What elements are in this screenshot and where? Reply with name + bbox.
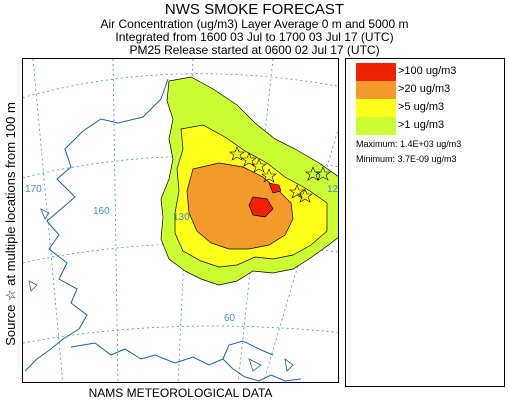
legend-label-1: >1 ug/m3: [398, 119, 445, 131]
legend-swatch-100: [356, 63, 396, 81]
meteorological-data-label: NAMS METEOROLOGICAL DATA: [88, 386, 273, 400]
legend-item-20: >20 ug/m3: [356, 81, 496, 99]
alaska-coastline: [24, 78, 302, 382]
lon-label-130: 130: [173, 212, 190, 223]
legend-label-5: >5 ug/m3: [398, 101, 445, 113]
plume-gt100: [248, 196, 274, 218]
legend-label-100: >100 ug/m3: [398, 65, 457, 77]
page-title: NWS SMOKE FORECAST: [164, 1, 345, 18]
lon-label-170: 170: [25, 184, 42, 195]
legend-minimum: Minimum: 3.7E-09 ug/m3: [356, 154, 457, 164]
legend: >100 ug/m3 >20 ug/m3 >5 ug/m3 >1 ug/m3 M…: [345, 58, 505, 387]
plume-gt20: [186, 162, 294, 250]
legend-maximum: Maximum: 1.4E+03 ug/m3: [356, 139, 462, 149]
lon-label-120: 120: [327, 184, 339, 195]
release-start: PM25 Release started at 0600 02 Jul 17 (…: [129, 43, 380, 57]
lon-label-60: 60: [224, 313, 236, 324]
legend-swatch-1: [356, 117, 396, 135]
legend-swatch-20: [356, 81, 396, 99]
lon-label-160: 160: [93, 206, 110, 217]
smoke-map: 170 160 130 120 60: [22, 58, 339, 383]
islands: [28, 208, 294, 372]
map-canvas: 170 160 130 120 60: [23, 59, 339, 382]
integration-period: Integrated from 1600 03 Jul to 1700 03 J…: [115, 30, 394, 44]
legend-item-1: >1 ug/m3: [356, 117, 496, 135]
plume-gt100-2: [268, 182, 282, 194]
legend-label-20: >20 ug/m3: [398, 83, 451, 95]
source-markers: [229, 146, 331, 203]
legend-swatch-5: [356, 99, 396, 117]
legend-item-5: >5 ug/m3: [356, 99, 496, 117]
legend-item-100: >100 ug/m3: [356, 63, 496, 81]
concentration-subtitle: Air Concentration (ug/m3) Layer Average …: [100, 17, 409, 31]
source-location-label: Source ☆ at multiple locations from 100 …: [3, 102, 18, 346]
